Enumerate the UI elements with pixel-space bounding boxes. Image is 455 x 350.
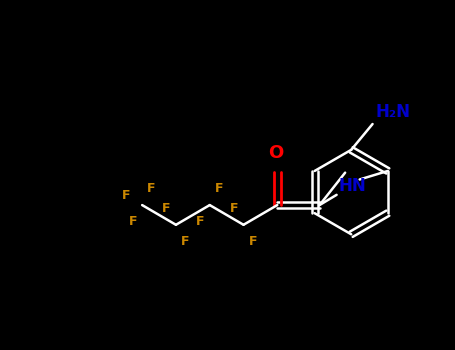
Text: F: F [181, 234, 190, 247]
Text: HN: HN [338, 177, 366, 195]
Text: F: F [196, 215, 204, 228]
Text: F: F [215, 182, 223, 195]
Text: F: F [121, 189, 130, 202]
Text: O: O [268, 144, 283, 162]
Text: F: F [162, 202, 171, 215]
Text: H₂N: H₂N [376, 104, 411, 121]
Text: F: F [147, 182, 156, 195]
Text: F: F [249, 234, 257, 247]
Text: F: F [128, 215, 137, 228]
Text: F: F [230, 202, 238, 215]
